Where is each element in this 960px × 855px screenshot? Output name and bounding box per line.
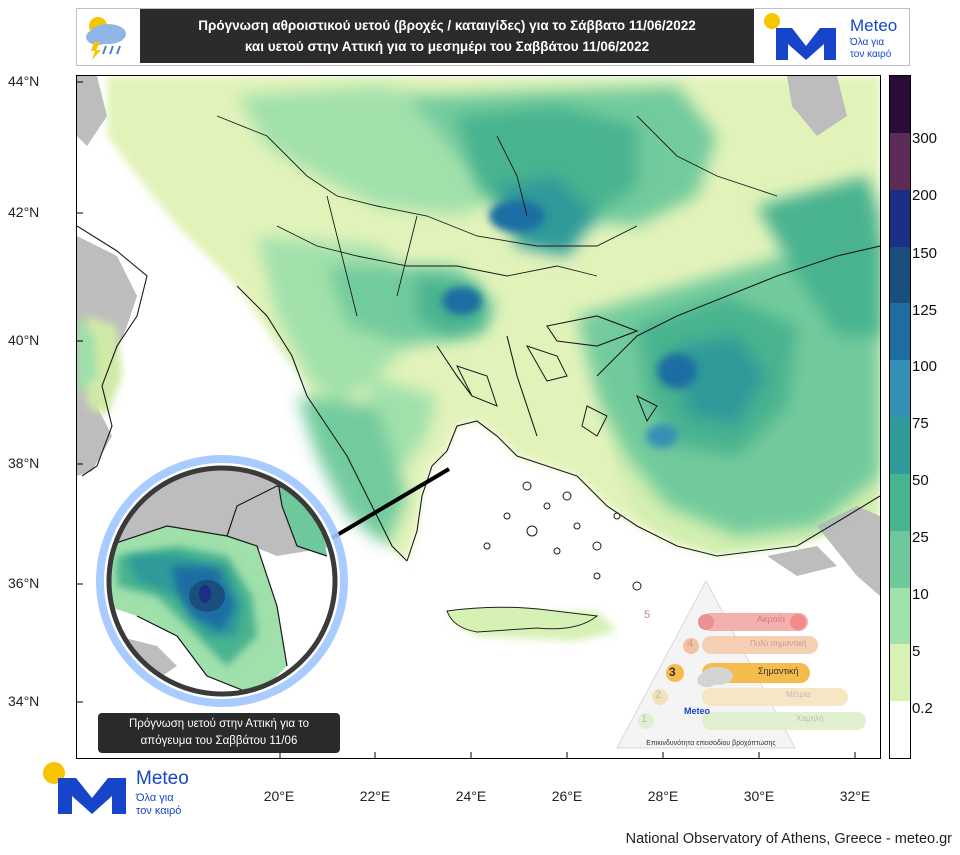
legend-color-cell [890,132,910,191]
level-2-bar [702,688,848,706]
level-2-number: 2 [655,689,662,701]
inset-caption-line-1: Πρόγνωση υετού στην Αττική για το [128,718,309,730]
level-1-circle [638,713,654,729]
lat-label-44: 44°N [8,73,40,89]
level-1-label: Χαμηλή [796,714,824,723]
legend-color-cell [890,530,910,588]
rain-thunder-cloud-icon [86,17,126,60]
inset-caption: Πρόγνωση υετού στην Αττική για το απόγευ… [98,713,340,753]
brand-name: Meteo [850,16,898,35]
precip-very-high [442,200,697,448]
lon-label-30: 30°E [743,788,775,804]
legend-label-125: 125 [912,302,938,319]
axis-ticks [77,81,856,758]
legend-label-300: 300 [912,130,938,147]
level-4-bar [702,636,818,654]
level-5-label: Ακραία [757,614,786,624]
legend-color-cell [890,644,910,702]
level-1-number: 1 [641,713,648,725]
level-2-label: Μέτρια [786,690,811,699]
lon-label-22: 22°E [359,788,391,804]
coastlines [77,225,880,562]
precipitation-map [76,75,881,759]
level-3-circle [666,664,684,682]
legend-color-cell [890,76,910,134]
legend-label-10: 10 [912,586,929,603]
level-3-label: Σημαντική [758,666,799,676]
meteo-m-icon [764,13,836,60]
legend-color-cell [890,417,910,475]
meteo-logo-footer[interactable]: Meteo Όλα για τον καιρό [40,760,210,820]
lat-label-42: 42°N [8,204,40,220]
lat-label-34: 34°N [8,693,40,709]
lat-label-40: 40°N [8,332,40,348]
level-2-circle [652,689,668,705]
lon-label-24: 24°E [455,788,487,804]
level-4-label: Πολύ σημαντική [750,639,807,648]
level-1-bar [702,712,866,730]
level-5-circle [698,614,714,630]
level-4-number: 4 [687,638,694,650]
alert-icon [790,614,806,630]
level-3-number: 3 [669,665,676,679]
meteo-m-icon [43,762,126,814]
legend-color-cell [890,701,910,759]
map-canvas [77,76,880,758]
legend-label-25: 25 [912,529,929,546]
meteo-logo-header[interactable]: Meteo Όλα για τον καιρό [760,10,906,64]
legend-label-50: 50 [912,472,929,489]
attica-zoom-inset [96,455,348,707]
legend-color-cell [890,303,910,361]
legend-color-cell [890,246,910,304]
legend-color-cell [890,473,910,532]
borders [216,115,778,317]
legend-label-0-2: 0.2 [912,700,933,717]
precipitation-legend [889,75,911,759]
inset-connector-line [330,467,451,540]
footer-brand-name: Meteo [136,768,189,789]
level-5-number: 5 [644,609,651,621]
severity-pyramid [616,579,866,749]
level-5-bar [702,613,808,631]
level-4-circle [683,638,699,654]
pyramid-brand: Meteo [684,706,711,716]
title-line-2: και υετού στην Αττική για το μεσημέρι το… [244,39,650,54]
legend-color-cell [890,360,910,418]
lon-label-28: 28°E [647,788,679,804]
lat-label-36: 36°N [8,575,40,591]
footer-tagline-1: Όλα για [136,792,174,804]
turkey-grey-patches [767,76,880,596]
legend-label-200: 200 [912,187,938,204]
brand-tagline-1: Όλα για [850,37,885,48]
aegean-islands [456,345,658,591]
pyramid-caption: Επικινδυνότητα επεισοδίου βροχόπτωσης [646,740,776,747]
legend-label-150: 150 [912,245,938,262]
lon-label-20: 20°E [263,788,295,804]
footer-credit: National Observatory of Athens, Greece -… [625,831,952,847]
italy-precip [77,316,122,416]
lon-label-32: 32°E [839,788,871,804]
legend-color-cell [890,587,910,645]
brand-tagline-2: τον καιρό [850,49,892,60]
crete-island [446,606,599,633]
rain-cloud-icon [697,667,733,687]
lon-label-26: 26°E [551,788,583,804]
lat-label-38: 38°N [8,455,40,471]
title-line-1: Πρόγνωση αθροιστικού υετού (βροχές / κατ… [198,18,696,33]
legend-label-100: 100 [912,358,938,375]
inset-caption-line-2: απόγευμα του Σαββάτου 11/06 [140,735,298,747]
page-title: Πρόγνωση αθροιστικού υετού (βροχές / κατ… [140,9,754,63]
legend-color-cell [890,189,910,247]
legend-label-75: 75 [912,415,929,432]
footer-tagline-2: τον καιρό [136,805,182,817]
legend-label-5: 5 [912,643,921,660]
